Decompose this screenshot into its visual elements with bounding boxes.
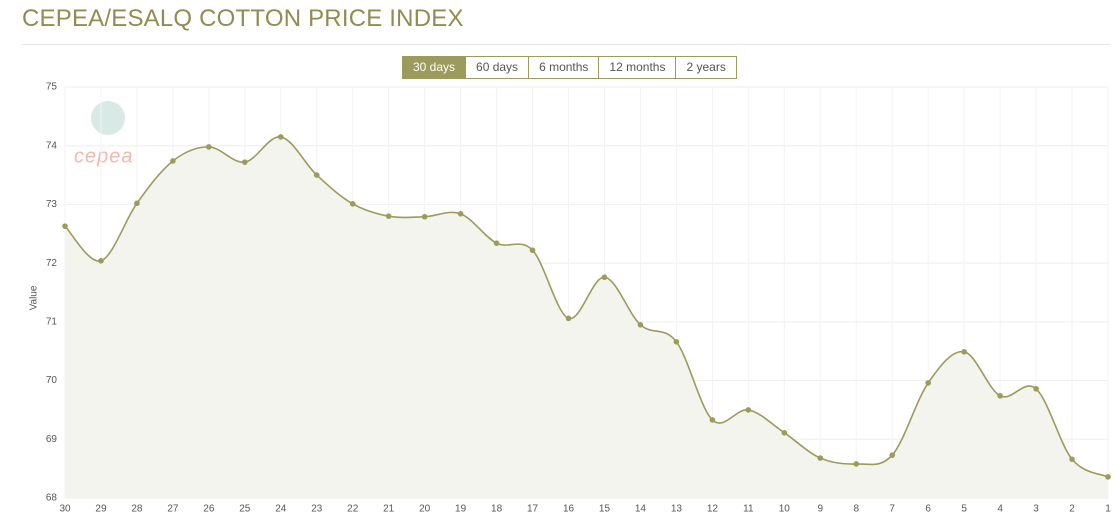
point — [62, 223, 68, 229]
y-tick-label: 71 — [46, 316, 58, 327]
y-axis-label: Value — [29, 285, 40, 310]
point — [98, 257, 104, 264]
point — [385, 213, 392, 219]
x-tick-label: 2 — [1069, 504, 1075, 515]
x-tick-label: 12 — [707, 504, 719, 515]
x-tick-label: 4 — [997, 504, 1003, 515]
x-tick-label: 16 — [563, 504, 575, 515]
separator — [22, 44, 1110, 45]
x-tick-label: 7 — [889, 504, 895, 515]
point — [565, 315, 572, 322]
area-fill — [65, 136, 1108, 498]
x-tick-label: 18 — [491, 504, 503, 515]
x-tick-label: 30 — [59, 504, 71, 515]
point — [1033, 385, 1039, 392]
point — [457, 211, 464, 217]
point — [1105, 474, 1111, 480]
range-button[interactable]: 60 days — [466, 56, 530, 79]
x-tick-label: 6 — [925, 504, 931, 515]
y-tick-label: 74 — [46, 140, 58, 151]
watermark: cepea — [74, 145, 134, 167]
x-tick-label: 15 — [599, 504, 611, 515]
point — [745, 407, 752, 413]
x-tick-label: 21 — [383, 504, 395, 515]
point — [961, 349, 967, 355]
x-tick-label: 13 — [671, 504, 683, 515]
x-tick-label: 25 — [239, 504, 251, 515]
y-tick-label: 75 — [46, 82, 58, 93]
logo-globe — [91, 101, 125, 135]
x-tick-label: 23 — [311, 504, 323, 515]
point — [781, 430, 788, 436]
x-tick-label: 22 — [347, 504, 359, 515]
y-tick-label: 68 — [46, 493, 58, 504]
point — [170, 158, 176, 164]
x-tick-label: 3 — [1033, 504, 1039, 515]
y-tick-label: 70 — [46, 375, 58, 386]
point — [277, 134, 284, 140]
range-button[interactable]: 12 months — [599, 56, 677, 79]
point — [709, 417, 716, 423]
x-tick-label: 26 — [203, 504, 215, 515]
x-tick-label: 29 — [95, 504, 107, 515]
range-button[interactable]: 6 months — [529, 56, 600, 79]
point — [206, 144, 212, 150]
x-tick-label: 1 — [1105, 504, 1111, 515]
point — [529, 247, 536, 254]
point — [134, 200, 140, 207]
point — [637, 321, 644, 328]
point — [421, 213, 428, 220]
x-tick-label: 24 — [275, 504, 287, 515]
point — [925, 380, 931, 386]
point — [242, 159, 248, 165]
y-tick-label: 69 — [46, 434, 58, 445]
x-tick-label: 20 — [419, 504, 431, 515]
x-tick-label: 11 — [743, 504, 754, 515]
point — [889, 452, 896, 458]
range-button[interactable]: 30 days — [402, 56, 467, 79]
x-tick-label: 19 — [455, 504, 467, 515]
x-tick-label: 27 — [167, 504, 179, 515]
x-tick-label: 28 — [131, 504, 143, 515]
point — [349, 201, 356, 207]
y-tick-label: 73 — [46, 199, 58, 210]
x-tick-label: 14 — [635, 504, 647, 515]
x-tick-label: 8 — [853, 504, 859, 515]
y-tick-label: 72 — [46, 258, 58, 269]
point — [997, 393, 1003, 399]
point — [313, 172, 320, 178]
chart-title: CEPEA/ESALQ COTTON PRICE INDEX — [22, 5, 464, 32]
x-tick-label: 17 — [527, 504, 539, 515]
x-tick-label: 5 — [961, 504, 967, 515]
x-tick-label: 9 — [817, 504, 823, 515]
point — [601, 274, 608, 281]
point — [493, 240, 500, 246]
range-button[interactable]: 2 years — [676, 56, 737, 79]
x-tick-label: 10 — [779, 504, 791, 515]
point — [817, 455, 824, 461]
point — [1069, 456, 1075, 463]
point — [673, 339, 680, 345]
point — [853, 461, 860, 467]
range-buttons: 30 days 60 days 6 months 12 months 2 years — [402, 56, 737, 79]
